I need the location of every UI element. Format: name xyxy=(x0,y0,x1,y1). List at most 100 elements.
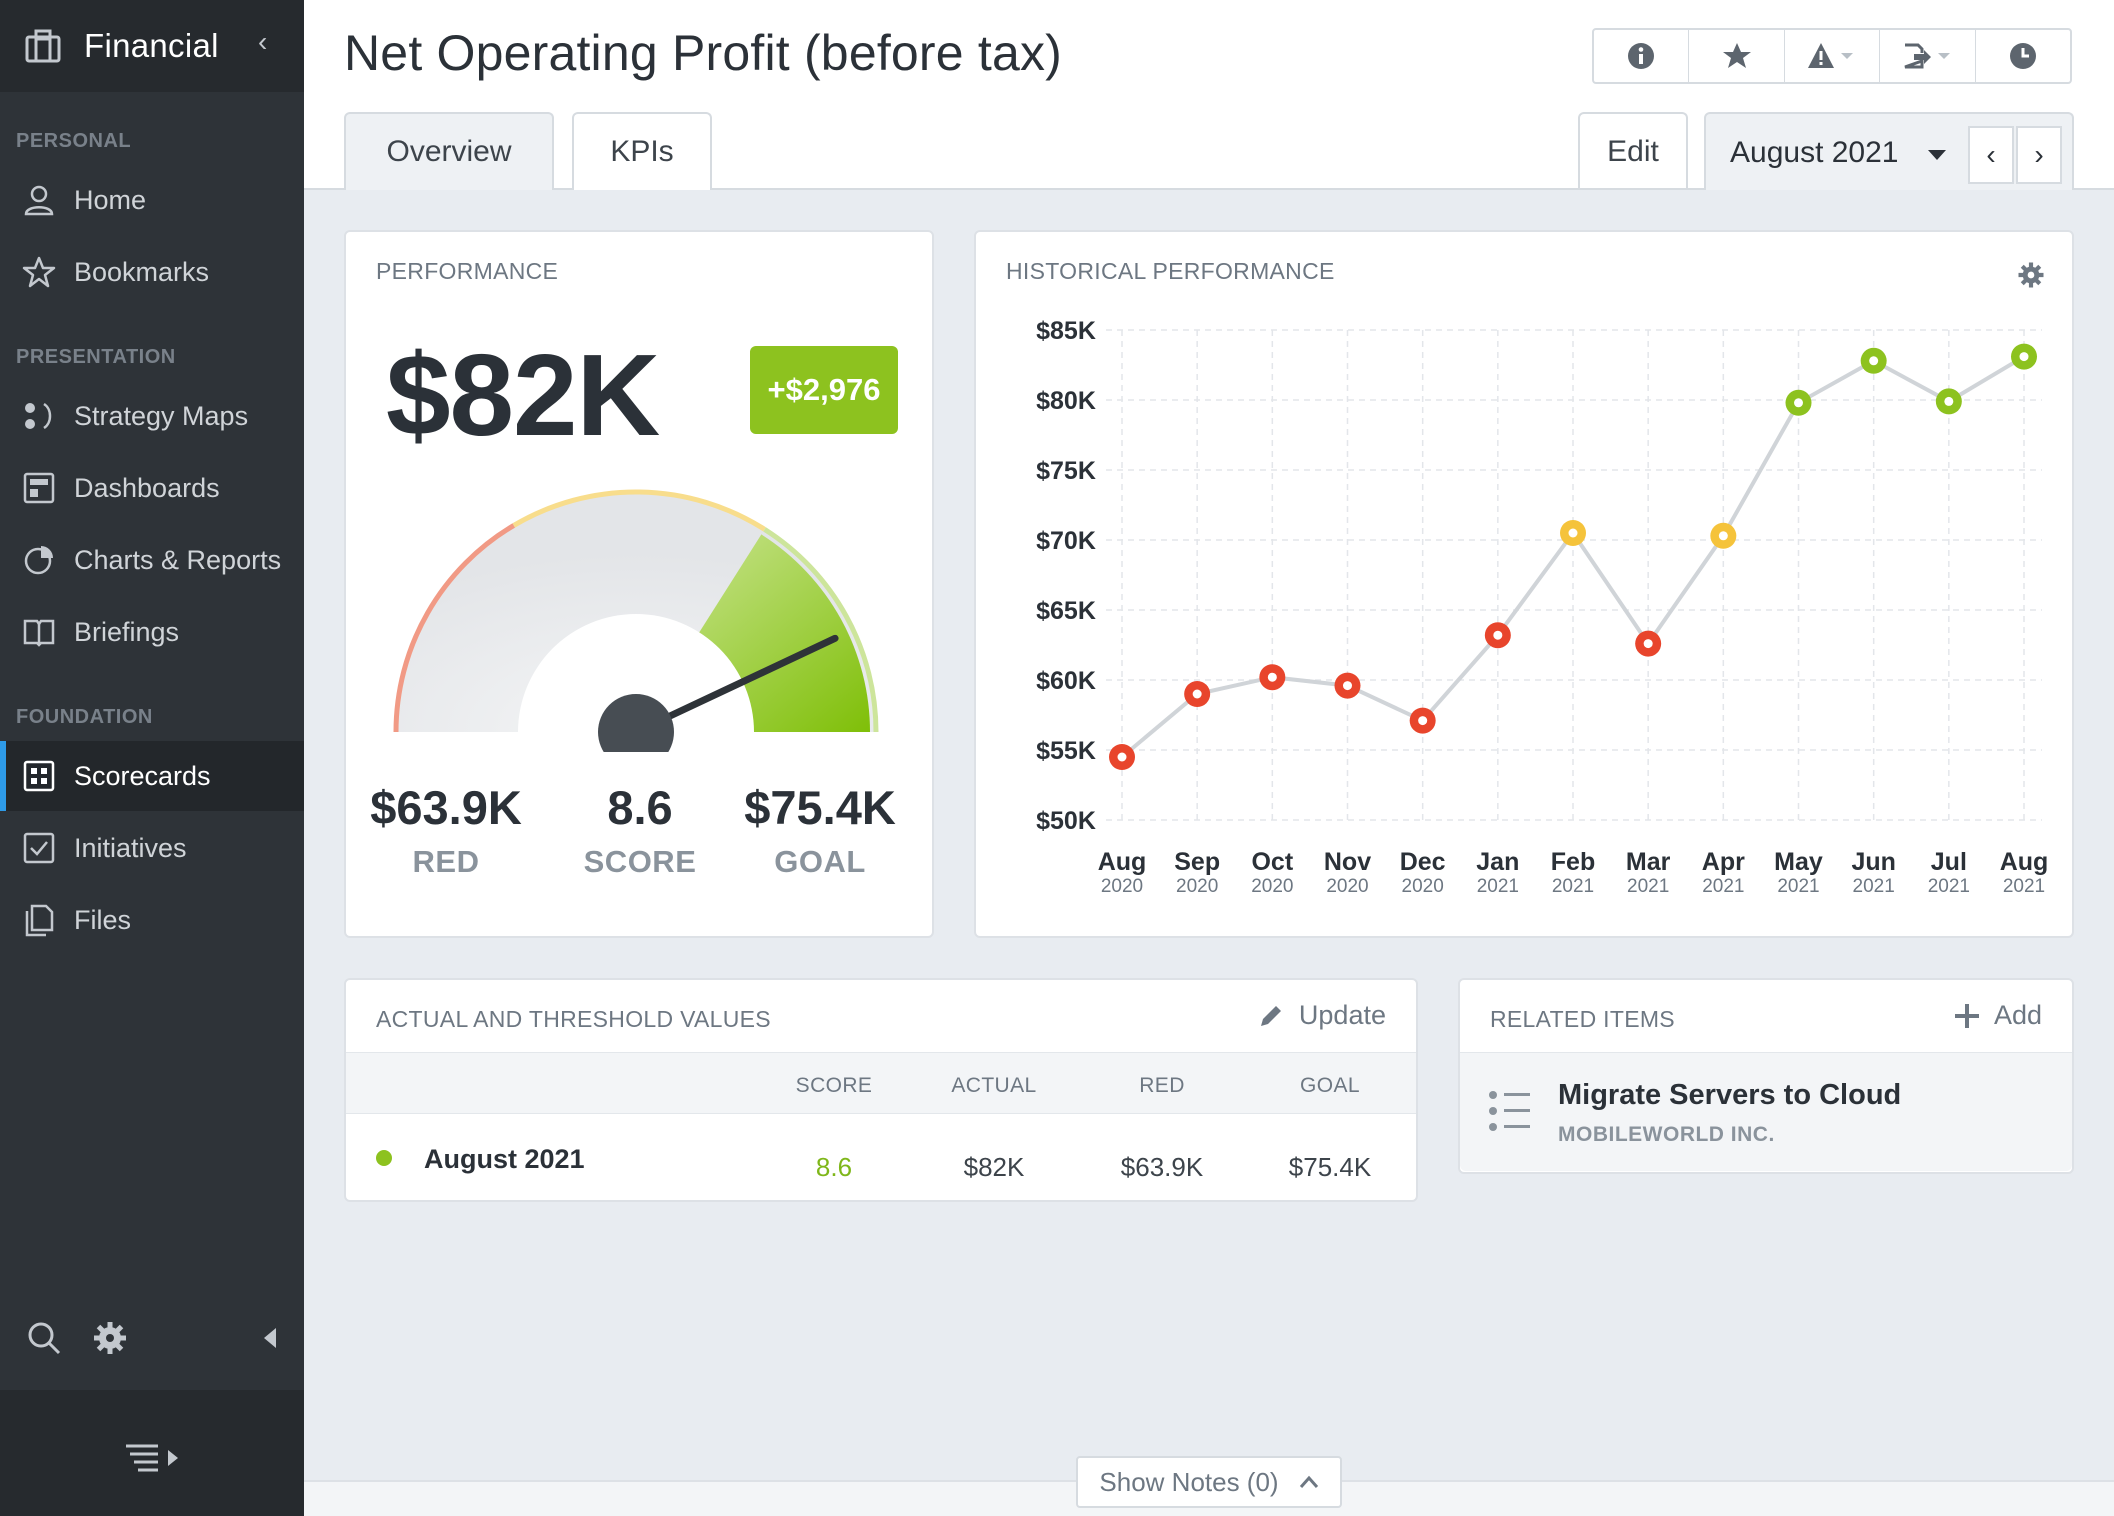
sidebar-item-strategy-maps[interactable]: Strategy Maps xyxy=(0,381,304,451)
collapse-chevron-icon[interactable]: ‹ xyxy=(258,26,268,57)
alert-button[interactable] xyxy=(1785,30,1881,82)
sidebar-item-initiatives[interactable]: Initiatives xyxy=(0,813,304,883)
gauge-red-label: RED xyxy=(412,844,480,879)
historical-title: HISTORICAL PERFORMANCE xyxy=(1006,258,1335,284)
sidebar-item-briefings[interactable]: Briefings xyxy=(0,597,304,667)
gauge-goal-label: GOAL xyxy=(774,844,866,879)
export-button[interactable] xyxy=(1880,30,1976,82)
data-point-center xyxy=(1418,716,1428,726)
sidebar: Financial ‹ PERSONAL Home Bookmarks PRES… xyxy=(0,0,304,1516)
y-tick-label: $50K xyxy=(1036,807,1096,835)
gauge-red-band xyxy=(393,523,516,733)
gauge-red-value: $63.9K xyxy=(370,781,522,834)
collapse-sidebar-icon[interactable] xyxy=(260,1326,280,1350)
data-point-center xyxy=(1643,639,1653,649)
related-title: RELATED ITEMS xyxy=(1490,1006,1675,1032)
sidebar-item-files[interactable]: Files xyxy=(0,885,304,955)
book-icon xyxy=(23,619,55,647)
page-header: Net Operating Profit (before tax) Overvi… xyxy=(304,0,2114,190)
add-label: Add xyxy=(1993,1000,2042,1030)
sidebar-item-charts-reports[interactable]: Charts & Reports xyxy=(0,525,304,595)
info-icon xyxy=(1628,43,1655,69)
tab-kpis[interactable]: KPIs xyxy=(572,112,712,190)
gear-icon[interactable] xyxy=(92,1320,128,1356)
sidebar-item-label: Charts & Reports xyxy=(74,544,282,575)
period-dropdown[interactable]: August 2021 xyxy=(1730,136,1899,169)
bookmark-button[interactable] xyxy=(1689,30,1785,82)
gauge-yellow-band xyxy=(512,489,766,532)
menu-expand-icon[interactable] xyxy=(124,1442,184,1472)
tab-overview[interactable]: Overview xyxy=(344,112,554,190)
sidebar-item-label: Initiatives xyxy=(74,832,187,863)
gauge-score-label: SCORE xyxy=(583,844,697,879)
edit-button[interactable]: Edit xyxy=(1578,112,1688,190)
scorecard-icon xyxy=(23,760,55,792)
gauge-hub-cutout xyxy=(518,614,754,752)
sidebar-item-label: Files xyxy=(74,904,132,935)
chart-settings-gear-icon[interactable] xyxy=(2016,260,2046,290)
pie-chart-icon xyxy=(24,546,53,575)
next-period-button[interactable]: › xyxy=(2016,126,2062,184)
sidebar-item-home[interactable]: Home xyxy=(0,165,304,235)
data-point-center xyxy=(1944,396,1954,406)
related-items-card: RELATED ITEMS Add Migrate Servers to Clo… xyxy=(1458,978,2074,1174)
section-foundation: FOUNDATION xyxy=(16,706,153,728)
sidebar-item-dashboards[interactable]: Dashboards xyxy=(0,453,304,523)
related-divider xyxy=(1460,1052,2072,1053)
history-button[interactable] xyxy=(1976,30,2070,82)
plus-icon xyxy=(1954,1003,1979,1028)
gauge-green-band xyxy=(763,527,879,733)
related-item-owner: MOBILEWORLD INC. xyxy=(1558,1123,1775,1146)
x-tick-year: 2021 xyxy=(1627,876,1669,897)
x-tick-month: Aug xyxy=(2000,848,2049,876)
sidebar-item-bookmarks[interactable]: Bookmarks xyxy=(0,237,304,307)
row-score: 8.6 xyxy=(815,1152,853,1182)
caret-down-icon[interactable] xyxy=(1928,150,1946,160)
x-tick-year: 2020 xyxy=(1176,876,1218,897)
add-related-button[interactable]: Add xyxy=(1954,1000,2042,1031)
chevron-up-icon xyxy=(1299,1475,1318,1488)
clock-icon xyxy=(2009,43,2036,69)
related-item[interactable]: Migrate Servers to Cloud MOBILEWORLD INC… xyxy=(1460,1053,2072,1171)
x-tick-month: Apr xyxy=(1702,848,1745,876)
column-score: SCORE xyxy=(795,1074,873,1097)
search-icon[interactable] xyxy=(26,1320,62,1356)
x-tick-month: May xyxy=(1774,848,1823,876)
column-goal: GOAL xyxy=(1300,1074,1360,1097)
gauge-score-value: 8.6 xyxy=(607,781,673,834)
show-notes-label: Show Notes (0) xyxy=(1099,1466,1279,1497)
gauge-goal-value: $75.4K xyxy=(744,781,896,834)
data-point-center xyxy=(1192,689,1202,699)
x-tick-year: 2021 xyxy=(1853,876,1895,897)
x-tick-year: 2020 xyxy=(1101,876,1143,897)
section-presentation: PRESENTATION xyxy=(16,346,176,368)
data-point-center xyxy=(1869,356,1879,366)
building-icon xyxy=(25,29,61,63)
update-button[interactable]: Update xyxy=(1257,1000,1386,1031)
data-point-center xyxy=(1343,681,1352,691)
historical-performance-card: HISTORICAL PERFORMANCE $50K $55K $60K $65K $… xyxy=(974,230,2074,938)
info-button[interactable] xyxy=(1594,30,1690,82)
row-goal: $75.4K xyxy=(1288,1152,1372,1182)
sidebar-item-scorecards[interactable]: Scorecards xyxy=(0,741,304,811)
y-tick-label: $75K xyxy=(1036,457,1096,485)
x-tick-month: Oct xyxy=(1251,848,1293,876)
x-tick-month: Aug xyxy=(1098,848,1147,876)
x-tick-year: 2021 xyxy=(1552,876,1594,897)
column-actual: ACTUAL xyxy=(951,1074,1037,1097)
x-tick-year: 2021 xyxy=(1702,876,1744,897)
chevron-left-icon: ‹ xyxy=(1986,139,1996,170)
x-tick-month: Feb xyxy=(1551,848,1595,876)
y-tick-label: $55K xyxy=(1036,737,1096,765)
x-tick-month: Jun xyxy=(1851,848,1895,876)
sidebar-bottom-tools xyxy=(0,1310,304,1370)
historical-line-chart: $50K$55K$60K$65K$70K$75K$80K$85KAug2020S… xyxy=(1036,317,2049,897)
previous-period-button[interactable]: ‹ xyxy=(1968,126,2014,184)
column-red: RED xyxy=(1139,1074,1185,1097)
x-tick-month: Nov xyxy=(1324,848,1371,876)
sidebar-item-label: Home xyxy=(74,184,147,215)
sidebar-item-label: Briefings xyxy=(74,616,180,647)
sidebar-item-label: Scorecards xyxy=(74,760,211,791)
show-notes-button[interactable]: Show Notes (0) xyxy=(1076,1456,1342,1508)
sidebar-item-label: Bookmarks xyxy=(74,256,210,287)
